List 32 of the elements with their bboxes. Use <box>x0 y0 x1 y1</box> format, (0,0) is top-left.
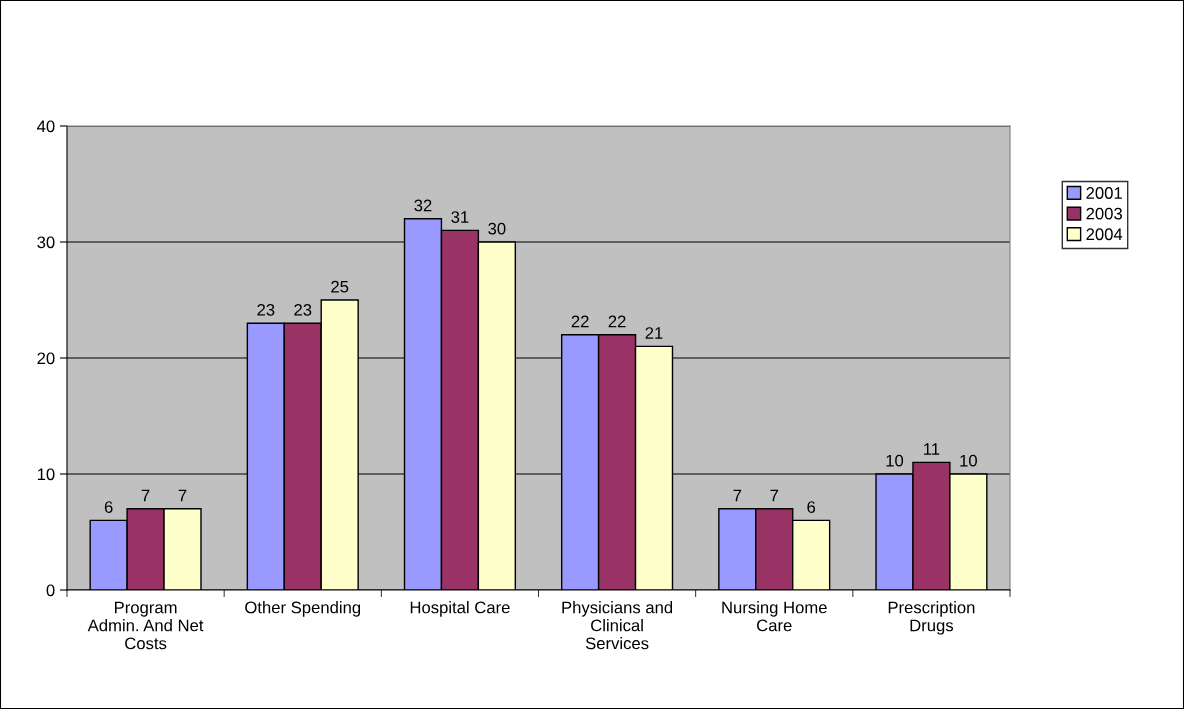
x-tick-label: Prescription Drugs <box>888 601 975 635</box>
data-label: 30 <box>488 222 506 235</box>
data-label: 7 <box>733 489 742 502</box>
data-label: 22 <box>608 315 626 328</box>
x-tick-label: Physicians and Clinical Services <box>562 601 673 650</box>
x-tick-label: Program Admin. And Net Costs <box>87 601 204 650</box>
data-label: 31 <box>451 211 469 223</box>
data-label: 10 <box>960 454 977 467</box>
data-label: 7 <box>178 489 187 502</box>
legend-label: 2003 <box>1086 207 1122 220</box>
data-label: 32 <box>414 199 432 212</box>
y-tick-label: 10 <box>37 468 55 481</box>
data-label: 23 <box>294 303 312 316</box>
data-label: 25 <box>331 280 349 293</box>
y-tick-label: 0 <box>46 584 55 597</box>
legend-label: 2001 <box>1086 187 1122 199</box>
x-tick-label: Other Spending <box>245 601 361 617</box>
y-tick-label: 40 <box>37 120 55 133</box>
legend-label: 2004 <box>1086 228 1123 241</box>
data-label: 6 <box>807 501 816 513</box>
data-label: 6 <box>104 501 113 513</box>
data-label: 22 <box>571 315 589 328</box>
y-tick-label: 20 <box>37 352 55 365</box>
x-tick-label: Hospital Care <box>410 601 510 617</box>
data-label: 21 <box>645 327 663 339</box>
data-label: 23 <box>257 303 275 316</box>
data-label: 10 <box>886 454 904 467</box>
y-tick-label: 30 <box>37 236 55 249</box>
data-label: 7 <box>141 489 150 502</box>
data-label: 11 <box>924 443 940 455</box>
data-label: 7 <box>770 489 779 502</box>
x-tick-label: Nursing Home Care <box>722 601 827 632</box>
